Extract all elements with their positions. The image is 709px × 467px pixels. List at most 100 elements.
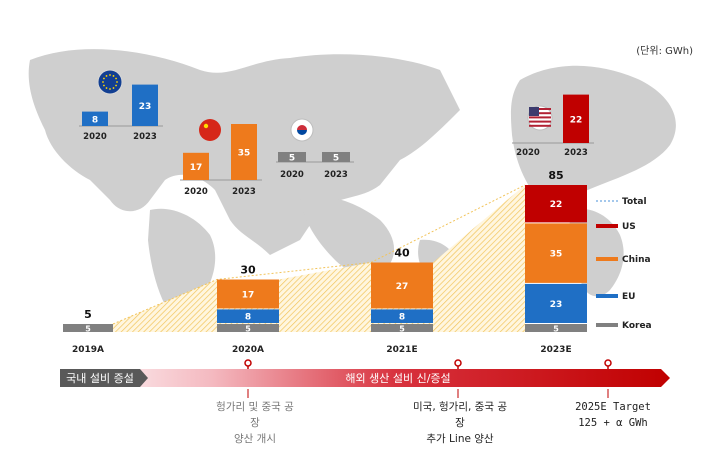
regional-bar-eu-2023 <box>132 84 158 126</box>
total-label: 30 <box>240 264 256 277</box>
bar-segment-2023E-china <box>525 223 587 283</box>
china-flag-icon <box>199 119 221 141</box>
regional-bar-label: 35 <box>238 149 251 159</box>
eu-star <box>105 75 108 77</box>
eu-star <box>105 87 108 89</box>
us-stripe <box>529 112 551 115</box>
us-stripe <box>529 120 551 123</box>
milestone-pins <box>244 359 612 398</box>
segment-label: 5 <box>553 325 559 334</box>
bar-segment-2020A-china <box>217 279 279 309</box>
legend-label-us: US <box>622 222 636 232</box>
total-label: 5 <box>84 308 92 321</box>
total-label: 85 <box>548 169 563 182</box>
regional-year-label: 2020 <box>184 187 208 197</box>
segment-label: 8 <box>245 313 251 323</box>
korea-taegeuk-bottom <box>297 130 307 135</box>
legend-label-eu: EU <box>622 292 635 302</box>
eu-star <box>102 81 104 83</box>
legend-label-total: Total <box>622 197 647 207</box>
regional-year-label: 2020 <box>83 132 107 142</box>
domestic-label-tip <box>140 369 148 387</box>
eu-star <box>103 77 105 80</box>
bar-segment-2021E-china <box>371 262 433 309</box>
unit-label: (단위: GWh) <box>636 46 693 57</box>
eu-star <box>116 81 118 83</box>
regional-bar-label: 22 <box>570 115 583 125</box>
regional-bar-label: 8 <box>92 115 98 125</box>
legend-swatch-us <box>596 224 618 228</box>
segment-label: 8 <box>399 313 405 323</box>
regional-year-label: 2020 <box>280 170 304 180</box>
regional-bar-label: 5 <box>333 154 339 164</box>
milestone-pin-1 <box>244 359 252 367</box>
legend-label-china: China <box>622 255 651 265</box>
legend: Total US China EU Korea <box>596 197 652 331</box>
category-label: 2019A <box>72 345 104 355</box>
regional-year-label: 2020 <box>516 148 540 158</box>
segment-label: 5 <box>399 325 405 334</box>
regional-bar-label: 23 <box>139 102 152 112</box>
total-line <box>112 184 526 325</box>
timeline-arrow <box>60 369 670 387</box>
legend-swatch-eu <box>596 294 618 298</box>
legend-label-korea: Korea <box>622 321 652 331</box>
regional-charts: 8 2020 23 2023 17 2020 35 2023 5 2020 5 2023 2020 22 2… <box>79 69 594 197</box>
total-label: 40 <box>394 247 410 260</box>
eu-flag-icon <box>97 69 123 95</box>
eu-star <box>112 75 115 77</box>
us-stripe <box>529 124 551 127</box>
segment-label: 22 <box>550 200 563 210</box>
overseas-label: 해외 생산 설비 신/증설 <box>345 371 450 385</box>
us-canton <box>529 107 539 116</box>
eu-star <box>115 77 117 80</box>
segment-label: 35 <box>550 250 563 260</box>
category-label: 2021E <box>386 345 417 355</box>
regional-bar-label: 5 <box>289 154 295 164</box>
segment-label: 17 <box>242 290 255 300</box>
bar-segment-2020A-eu <box>217 309 279 323</box>
segment-label: 23 <box>550 300 563 310</box>
bar-segment-2021E-korea <box>371 324 433 332</box>
regional-year-label: 2023 <box>232 187 256 197</box>
regional-bar-eu-2020 <box>82 111 108 126</box>
regional-bar-china-2023 <box>231 124 257 180</box>
regional-bar-china-2020 <box>183 152 209 180</box>
regional-year-label: 2023 <box>133 132 157 142</box>
timeline: 국내 설비 증설 해외 생산 설비 신/증설 <box>60 359 670 398</box>
bar-segment-2023E-us <box>525 185 587 223</box>
eu-star <box>109 74 111 76</box>
regional-bar-korea-2023 <box>322 152 350 162</box>
category-label: 2023E <box>540 345 571 355</box>
bar-segment-2020A-korea <box>217 324 279 332</box>
regional-bar-us-2023 <box>563 94 589 143</box>
eu-star <box>103 84 105 87</box>
legend-swatch-china <box>596 257 618 261</box>
milestone-pin-2 <box>454 359 462 367</box>
milestone-1: 헝가리 및 중국 공 장 양산 개시 <box>216 401 294 445</box>
segment-label: 27 <box>396 282 409 292</box>
regional-year-label: 2023 <box>324 170 348 180</box>
us-stripe <box>529 108 551 110</box>
bar-labels: 5 5 8 17 5 8 27 5 23 35 22 5 2019A 30 2020A 40 2021E 85 20… <box>72 169 572 355</box>
regional-bar-korea-2020 <box>278 152 306 162</box>
segment-label: 5 <box>85 325 91 334</box>
korea-taegeuk-top <box>297 125 307 130</box>
segment-label: 5 <box>245 325 251 334</box>
bar-segment-2019A-korea <box>63 324 113 332</box>
eu-star <box>109 88 111 90</box>
china-star <box>203 123 209 129</box>
stacked-bars <box>63 185 587 332</box>
regional-year-label: 2023 <box>564 148 588 158</box>
bar-segment-2023E-korea <box>525 324 587 332</box>
legend-swatch-korea <box>596 323 618 327</box>
milestone-2: 미국, 헝가리, 중국 공 장 추가 Line 양산 <box>413 401 507 445</box>
eu-star <box>112 87 115 89</box>
domestic-label: 국내 설비 증설 <box>66 372 134 385</box>
milestone-3: 2025E Target 125 + α GWh <box>575 401 651 429</box>
milestone-pin-3 <box>604 359 612 367</box>
eu-star <box>115 84 117 87</box>
category-label: 2020A <box>232 345 264 355</box>
regional-bar-label: 17 <box>190 163 203 173</box>
